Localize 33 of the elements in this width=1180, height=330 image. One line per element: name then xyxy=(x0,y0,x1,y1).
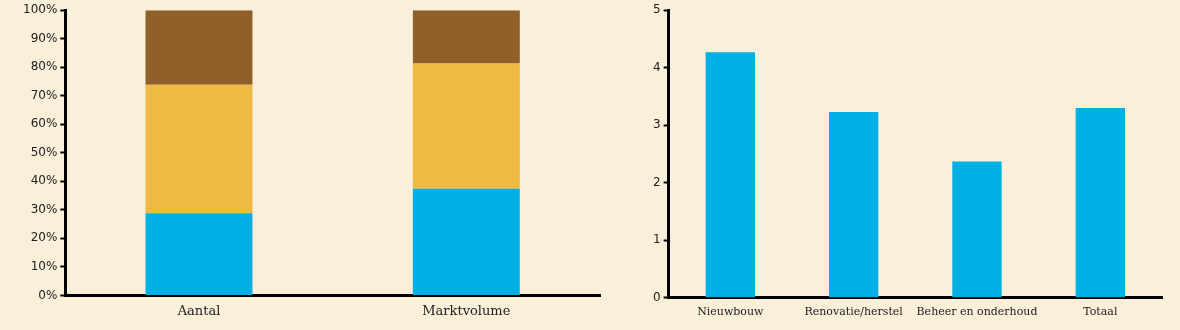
bar xyxy=(828,112,879,298)
y-tick-label: 20% xyxy=(30,230,58,245)
bar xyxy=(412,10,520,64)
y-tick-label: 3 xyxy=(652,117,661,132)
bar xyxy=(145,10,253,85)
bar xyxy=(705,52,755,298)
y-tick-label: 4 xyxy=(652,59,661,74)
bar xyxy=(412,63,520,189)
bar xyxy=(412,188,520,295)
y-tick-label: 30% xyxy=(30,201,58,216)
x-tick-label: Renovatie/herstel xyxy=(804,305,904,319)
y-tick-label: 5 xyxy=(652,2,661,17)
y-tick-label: 10% xyxy=(30,259,58,274)
bar xyxy=(952,161,1002,298)
y-tick-label: 0% xyxy=(38,287,58,302)
x-tick-label: Marktvolume xyxy=(422,302,511,318)
y-tick-label: 0 xyxy=(652,289,661,304)
bar xyxy=(145,213,253,295)
bar xyxy=(1075,107,1125,298)
y-tick-label: 70% xyxy=(30,87,58,102)
y-tick-label: 80% xyxy=(30,59,58,74)
x-tick-label: Aantal xyxy=(176,302,221,318)
bar xyxy=(145,84,253,214)
y-tick-label: 50% xyxy=(30,144,58,159)
y-tick-label: 40% xyxy=(30,173,58,188)
y-tick-label: 2 xyxy=(652,174,661,189)
y-tick-label: 1 xyxy=(652,232,661,247)
x-tick-label: Nieuwbouw xyxy=(697,305,765,319)
x-tick-label: Totaal xyxy=(1083,305,1118,319)
x-tick-label: Beheer en onderhoud xyxy=(916,305,1038,319)
y-tick-label: 60% xyxy=(30,116,58,131)
y-tick-label: 100% xyxy=(22,2,58,17)
y-tick-label: 90% xyxy=(30,30,58,45)
